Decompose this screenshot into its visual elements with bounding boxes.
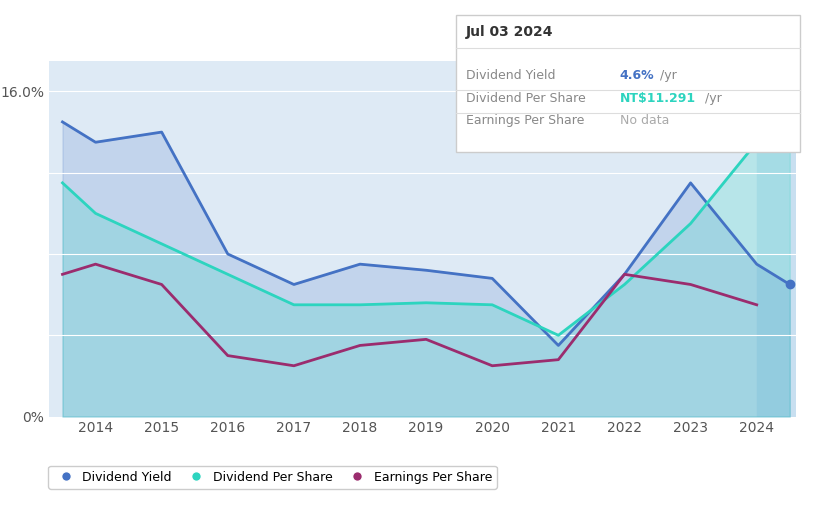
Text: No data: No data [620, 114, 669, 128]
Text: Past: Past [758, 104, 784, 117]
Legend: Dividend Yield, Dividend Per Share, Earnings Per Share: Dividend Yield, Dividend Per Share, Earn… [48, 465, 497, 489]
Text: Jul 03 2024: Jul 03 2024 [466, 24, 553, 39]
Text: Dividend Yield: Dividend Yield [466, 69, 555, 82]
Bar [757, 61, 796, 417]
Text: Dividend Per Share: Dividend Per Share [466, 91, 585, 105]
Text: 4.6%: 4.6% [620, 69, 654, 82]
Text: /yr: /yr [701, 91, 722, 105]
Text: NT$11.291: NT$11.291 [620, 91, 696, 105]
Text: Earnings Per Share: Earnings Per Share [466, 114, 584, 128]
Text: /yr: /yr [656, 69, 677, 82]
